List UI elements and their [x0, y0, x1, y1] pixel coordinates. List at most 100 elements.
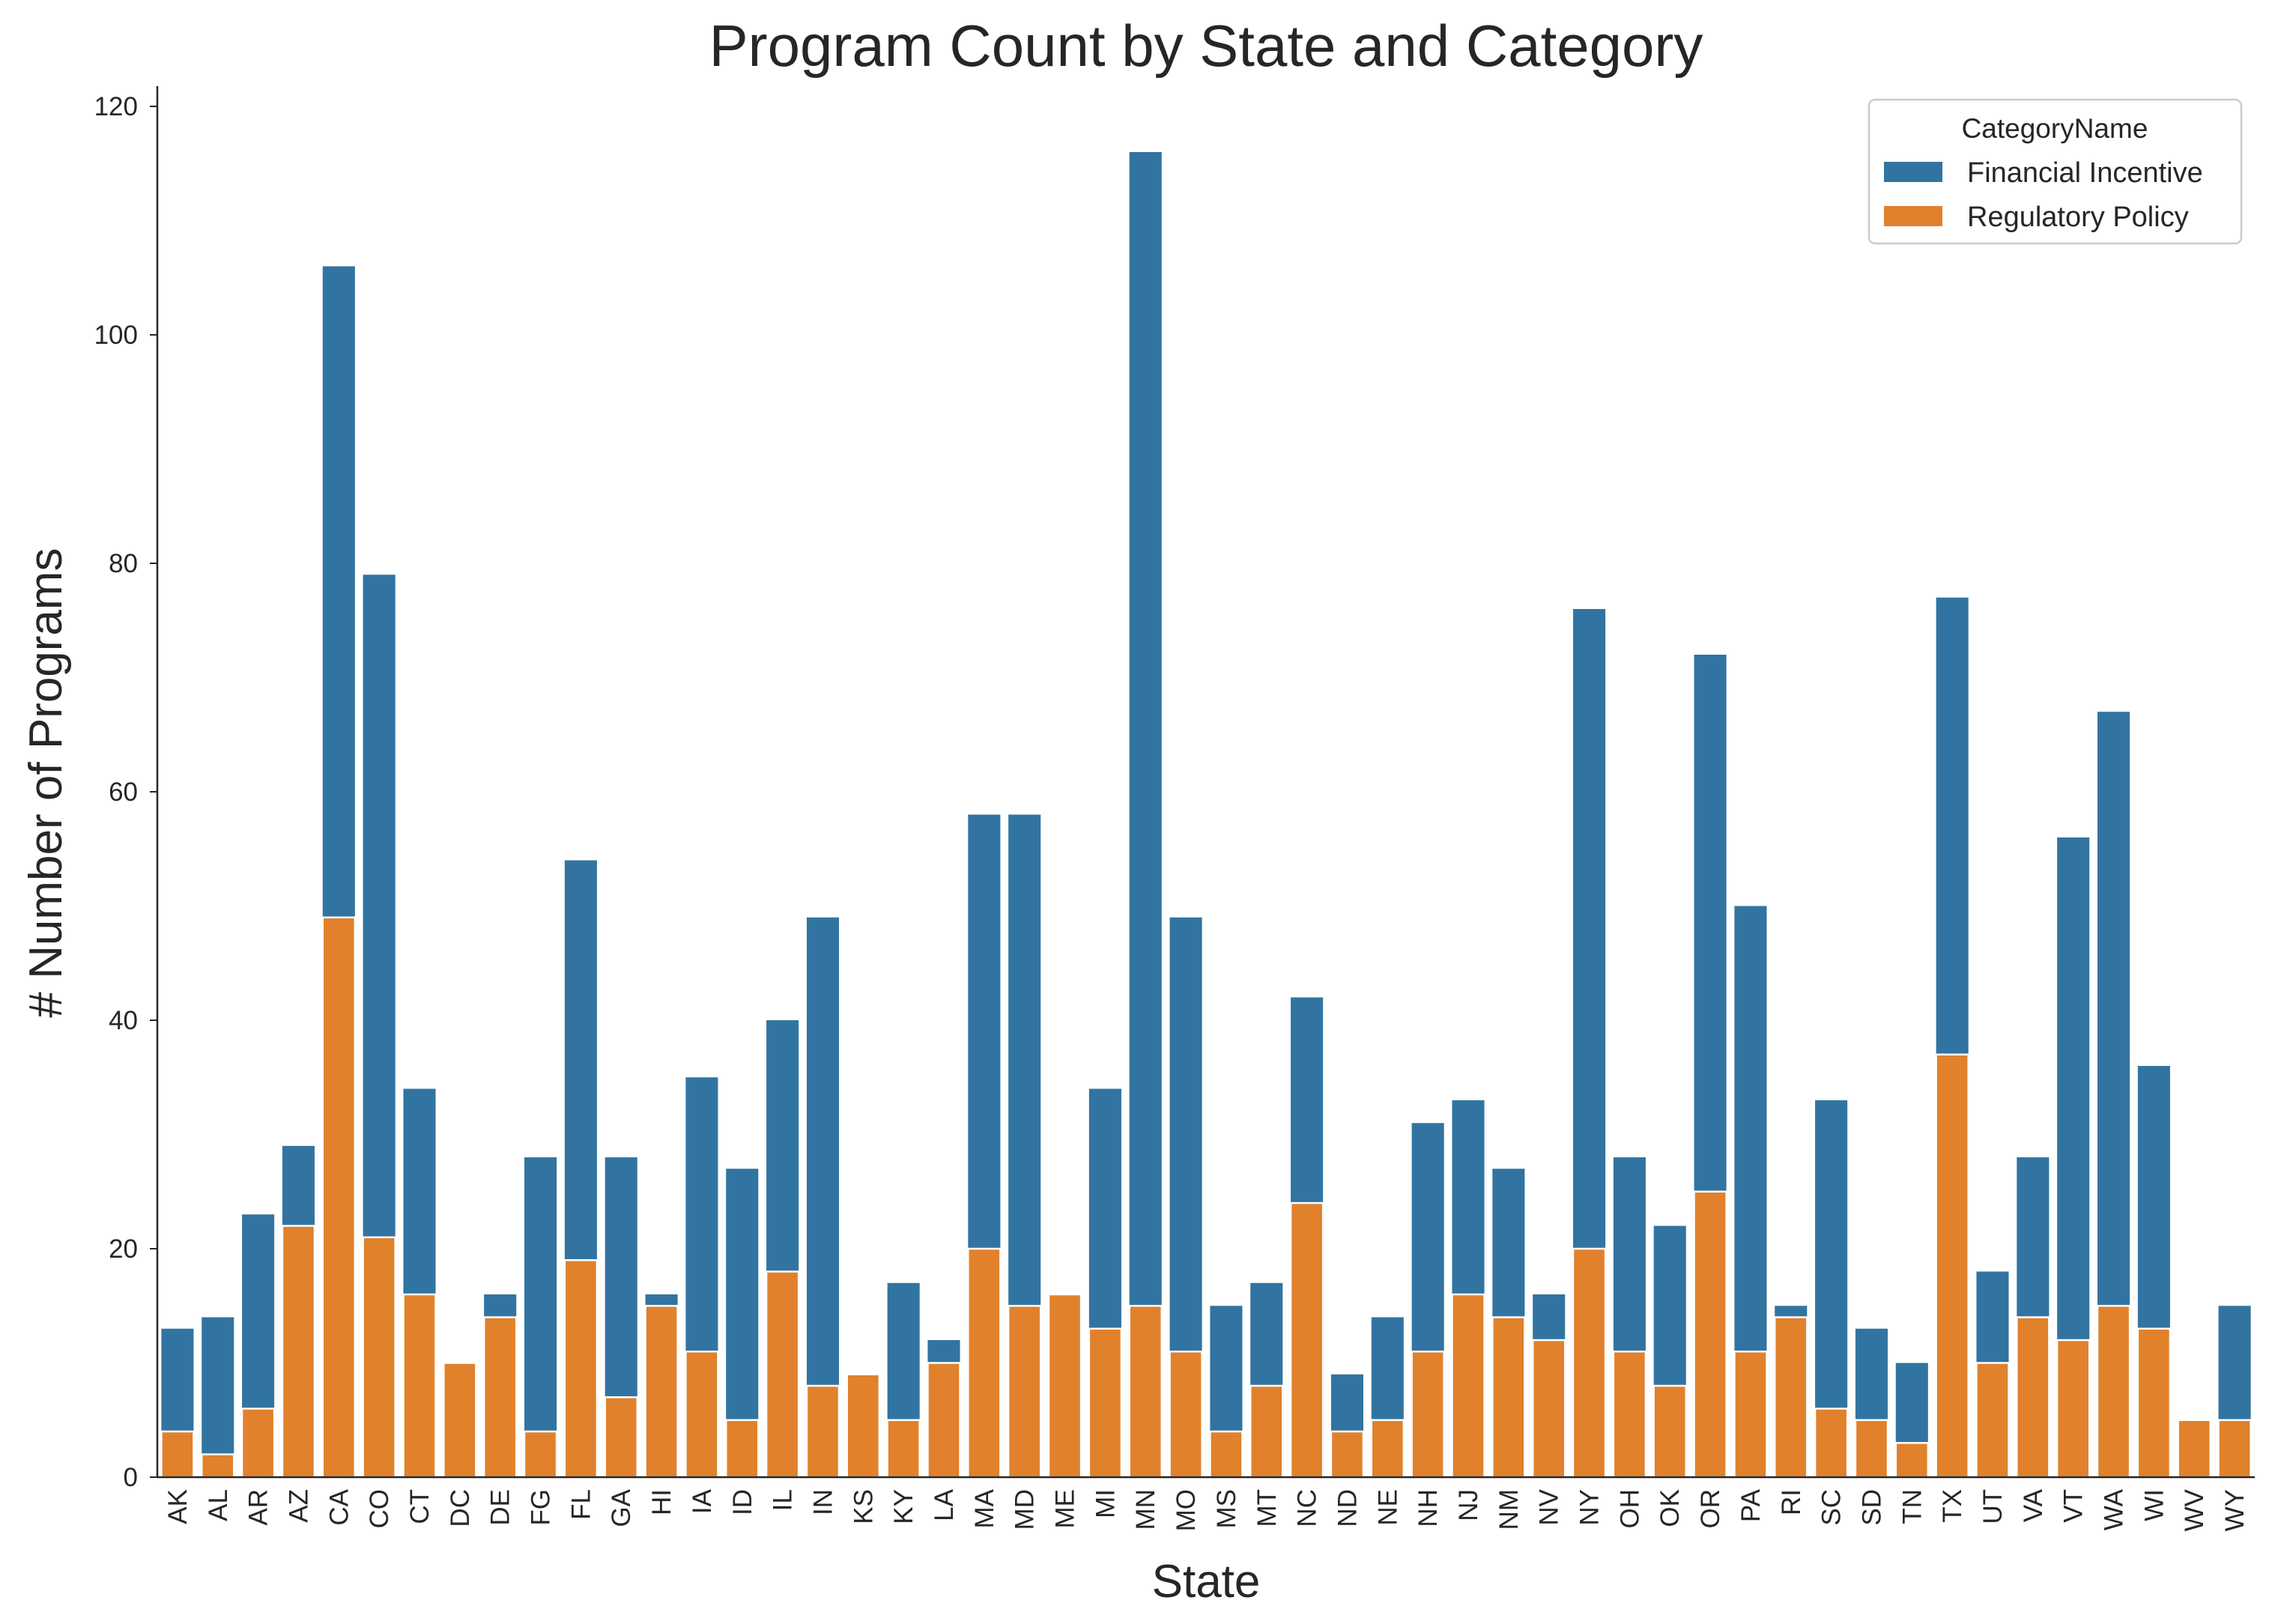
bar-regulatory-policy-ut — [1975, 1362, 2010, 1479]
bar-regulatory-policy-ga — [604, 1396, 639, 1479]
x-tick-label-mn: MN — [1131, 1489, 1160, 1530]
bar-regulatory-policy-ca — [321, 916, 357, 1479]
bar-regulatory-policy-pa — [1733, 1351, 1768, 1479]
x-tick-label-hi: HI — [647, 1489, 676, 1515]
bar-regulatory-policy-md — [1007, 1305, 1042, 1479]
x-tick-label-ma: MA — [970, 1488, 999, 1528]
bar-regulatory-policy-ky — [886, 1419, 921, 1479]
bar-regulatory-policy-wv — [2177, 1419, 2212, 1479]
x-tick-label-pa: PA — [1736, 1488, 1766, 1522]
legend-label-regulatory-policy: Regulatory Policy — [1967, 202, 2189, 233]
x-tick-label-co: CO — [365, 1489, 394, 1529]
bar-regulatory-policy-ri — [1773, 1316, 1808, 1479]
x-tick-label-sc: SC — [1817, 1489, 1847, 1526]
x-tick-label-dc: DC — [446, 1489, 475, 1527]
x-tick-label-in: IN — [808, 1489, 837, 1515]
bar-regulatory-policy-hi — [644, 1305, 679, 1479]
legend-box — [1867, 98, 2243, 245]
bar-regulatory-policy-mi — [1088, 1327, 1123, 1479]
x-tick-label-tx: TX — [1938, 1489, 1967, 1523]
bar-regulatory-policy-wi — [2136, 1327, 2172, 1479]
x-tick-label-nh: NH — [1414, 1489, 1443, 1527]
legend-swatch-financial-incentive — [1884, 162, 1942, 182]
bar-regulatory-policy-nh — [1411, 1351, 1445, 1479]
x-tick-label-vt: VT — [2059, 1489, 2088, 1523]
bar-regulatory-policy-nj — [1451, 1293, 1485, 1479]
x-tick-label-sd: SD — [1857, 1489, 1886, 1526]
x-tick-label-nc: NC — [1293, 1489, 1322, 1527]
x-tick-label-wa: WA — [2100, 1488, 2129, 1530]
chart-title: Program Count by State and Category — [709, 13, 1703, 79]
bar-regulatory-policy-nc — [1289, 1202, 1324, 1479]
y-axis-label: # Number of Programs — [20, 548, 72, 1017]
x-tick-label-ca: CA — [324, 1488, 354, 1525]
y-tick-label: 20 — [109, 1234, 138, 1264]
x-tick-label-tn: TN — [1897, 1489, 1927, 1524]
bar-financial-incentive-al — [202, 1317, 234, 1477]
bar-regulatory-policy-in — [805, 1384, 840, 1479]
x-tick-label-nv: NV — [1535, 1488, 1564, 1525]
bar-regulatory-policy-nd — [1330, 1430, 1365, 1479]
x-tick-label-md: MD — [1011, 1489, 1040, 1530]
x-tick-label-me: ME — [1051, 1489, 1080, 1529]
x-tick-label-mt: MT — [1252, 1489, 1282, 1527]
y-tick-label: 60 — [109, 778, 138, 807]
bar-regulatory-policy-me — [1047, 1293, 1082, 1479]
x-tick-label-de: DE — [486, 1489, 515, 1526]
x-tick-label-fg: FG — [527, 1489, 556, 1526]
x-tick-label-ky: KY — [889, 1489, 918, 1524]
x-tick-label-id: ID — [728, 1489, 757, 1515]
bar-regulatory-policy-id — [724, 1419, 760, 1479]
bar-regulatory-policy-ma — [967, 1247, 1002, 1479]
bar-financial-incentive-fg — [524, 1157, 557, 1477]
x-tick-label-ks: KS — [849, 1489, 878, 1524]
y-tick-label: 40 — [109, 1006, 138, 1035]
legend-swatch-regulatory-policy — [1884, 206, 1942, 226]
bar-regulatory-policy-ia — [685, 1351, 719, 1479]
bar-regulatory-policy-wy — [2217, 1419, 2252, 1479]
bar-regulatory-policy-sd — [1854, 1419, 1889, 1479]
bar-regulatory-policy-la — [927, 1362, 961, 1479]
x-tick-label-mo: MO — [1172, 1489, 1201, 1531]
bar-regulatory-policy-nm — [1491, 1316, 1526, 1479]
x-tick-label-ny: NY — [1575, 1489, 1605, 1526]
x-tick-label-al: AL — [204, 1489, 233, 1521]
y-axis-ticks: 0 20 40 60 80 100 120 — [94, 92, 157, 1492]
bar-regulatory-policy-mo — [1169, 1351, 1203, 1479]
legend: CategoryName Financial Incentive Regulat… — [1867, 98, 2243, 245]
bar-regulatory-policy-oh — [1612, 1351, 1647, 1479]
x-tick-label-ct: CT — [405, 1489, 434, 1524]
x-tick-label-ri: RI — [1777, 1489, 1806, 1515]
x-tick-label-la: LA — [930, 1488, 959, 1521]
x-tick-label-ok: OK — [1655, 1489, 1685, 1527]
bars — [160, 152, 2252, 1479]
x-tick-label-il: IL — [769, 1489, 798, 1511]
x-tick-label-ut: UT — [1978, 1489, 2008, 1524]
bar-regulatory-policy-ny — [1572, 1247, 1607, 1479]
bar-regulatory-policy-de — [482, 1316, 518, 1479]
bar-regulatory-policy-ak — [160, 1430, 195, 1479]
x-tick-label-ar: AR — [244, 1489, 273, 1526]
bar-regulatory-policy-sc — [1814, 1408, 1849, 1479]
bar-regulatory-policy-or — [1693, 1190, 1727, 1479]
x-tick-label-or: OR — [1696, 1489, 1725, 1529]
bar-regulatory-policy-mt — [1249, 1384, 1284, 1479]
legend-label-financial-incentive: Financial Incentive — [1967, 157, 2203, 189]
bar-regulatory-policy-az — [281, 1225, 316, 1479]
bar-regulatory-policy-vt — [2056, 1339, 2091, 1479]
x-tick-label-nj: NJ — [1454, 1489, 1483, 1521]
x-tick-label-wi: WI — [2139, 1489, 2169, 1521]
bar-regulatory-policy-ct — [402, 1293, 437, 1479]
bar-regulatory-policy-il — [765, 1270, 800, 1479]
bar-regulatory-policy-ne — [1370, 1419, 1405, 1479]
bar-regulatory-policy-ok — [1652, 1384, 1688, 1479]
bar-regulatory-policy-nv — [1531, 1339, 1566, 1479]
x-tick-label-ia: IA — [688, 1488, 717, 1514]
x-tick-label-ga: GA — [607, 1488, 636, 1527]
x-axis-ticks: AK AL AR AZ CA CO CT DC DE FG FL GA HI IA ID IL IN KS KY LA… — [163, 1488, 2250, 1531]
legend-title: CategoryName — [1962, 113, 2148, 144]
bar-regulatory-policy-wa — [2096, 1305, 2131, 1479]
bar-regulatory-policy-al — [200, 1453, 235, 1479]
bar-regulatory-policy-dc — [443, 1362, 477, 1479]
